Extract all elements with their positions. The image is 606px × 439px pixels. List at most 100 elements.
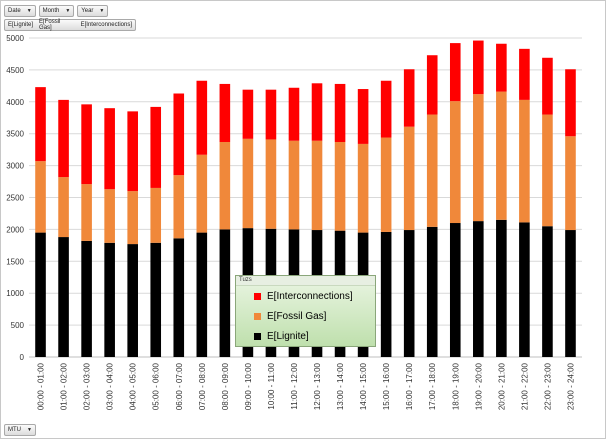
bar-einterconnections-6 — [173, 93, 185, 176]
mtu-filter-button[interactable]: MTU ▼ — [4, 424, 36, 436]
legend-swatch-lignite — [254, 332, 261, 340]
bar-efossilgas-23 — [565, 136, 576, 231]
bar-elignite-22 — [542, 226, 553, 357]
bar-einterconnections-7 — [196, 80, 208, 155]
bar-efossilgas-4 — [127, 191, 138, 245]
year-filter-button[interactable]: Year ▼ — [77, 5, 109, 17]
month-filter-button[interactable]: Month ▼ — [38, 5, 75, 17]
x-tick-label: 22:00 - 23:00 — [543, 362, 552, 410]
y-tick-label: 1500 — [6, 257, 24, 266]
bar-elignite-8 — [219, 229, 231, 357]
bar-einterconnections-15 — [380, 80, 392, 138]
dropdown-arrow-icon: ▼ — [65, 8, 71, 14]
bar-einterconnections-22 — [542, 57, 553, 115]
bar-efossilgas-13 — [334, 141, 346, 231]
date-filter-label: Date — [8, 8, 21, 14]
x-tick-label: 18:00 - 19:00 — [451, 362, 460, 410]
bar-efossilgas-5 — [150, 187, 162, 243]
chart-legend: Tuzs E[Interconnections] E[Fossil Gas] E… — [235, 275, 376, 347]
bar-einterconnections-14 — [357, 89, 369, 144]
bar-einterconnections-19 — [473, 40, 484, 95]
bar-einterconnections-23 — [565, 69, 576, 137]
y-tick-label: 5000 — [6, 34, 24, 43]
bar-efossilgas-8 — [219, 141, 231, 230]
dropdown-arrow-icon: ▼ — [26, 8, 32, 14]
y-tick-label: 2500 — [6, 194, 24, 203]
x-tick-label: 16:00 - 17:00 — [405, 362, 414, 410]
bar-efossilgas-22 — [542, 114, 553, 227]
x-tick-label: 23:00 - 24:00 — [566, 362, 575, 410]
x-tick-label: 08:00 - 09:00 — [221, 362, 230, 410]
x-tick-label: 14:00 - 15:00 — [359, 362, 368, 410]
x-tick-label: 02:00 - 03:00 — [83, 362, 92, 410]
bar-efossilgas-19 — [473, 94, 484, 222]
bar-efossilgas-0 — [35, 161, 46, 233]
y-tick-label: 0 — [20, 353, 25, 362]
date-filter-button[interactable]: Date ▼ — [4, 5, 36, 17]
y-tick-label: 2000 — [6, 225, 24, 234]
bar-elignite-2 — [81, 240, 92, 357]
x-tick-label: 21:00 - 22:00 — [520, 362, 529, 410]
bar-elignite-16 — [403, 230, 415, 357]
field-lignite[interactable]: E[Lignite] — [8, 22, 34, 28]
bar-efossilgas-21 — [519, 99, 530, 223]
y-tick-label: 3500 — [6, 130, 24, 139]
x-tick-label: 00:00 - 01:00 — [37, 362, 46, 410]
legend-item-fossil-gas: E[Fossil Gas] — [236, 306, 375, 326]
bar-elignite-4 — [127, 244, 138, 357]
bar-einterconnections-2 — [81, 104, 92, 185]
bar-einterconnections-10 — [265, 89, 277, 140]
field-fossil-gas[interactable]: E[Fossil Gas] — [39, 19, 61, 31]
x-tick-label: 06:00 - 07:00 — [175, 362, 184, 410]
bar-efossilgas-17 — [426, 114, 438, 227]
x-tick-label: 07:00 - 08:00 — [198, 362, 207, 410]
legend-swatch-interconnections — [254, 292, 261, 300]
x-tick-label: 13:00 - 14:00 — [336, 362, 345, 410]
bar-elignite-6 — [173, 238, 185, 357]
bar-efossilgas-3 — [104, 189, 115, 243]
bar-efossilgas-14 — [357, 143, 369, 233]
month-filter-label: Month — [42, 8, 60, 14]
bar-einterconnections-9 — [242, 89, 254, 139]
x-tick-label: 19:00 - 20:00 — [474, 362, 483, 410]
bar-efossilgas-20 — [496, 91, 507, 220]
bar-efossilgas-10 — [265, 139, 277, 229]
dropdown-arrow-icon: ▼ — [27, 427, 32, 433]
dropdown-arrow-icon: ▼ — [99, 8, 105, 14]
bar-efossilgas-2 — [81, 184, 92, 241]
value-fields-bar[interactable]: E[Lignite] E[Fossil Gas] E[Interconnecti… — [4, 19, 136, 31]
bar-efossilgas-9 — [242, 138, 254, 229]
bar-elignite-3 — [104, 242, 115, 357]
bar-efossilgas-15 — [380, 137, 392, 232]
bar-elignite-0 — [35, 232, 46, 357]
y-tick-label: 1000 — [6, 289, 24, 298]
bar-elignite-19 — [473, 221, 484, 357]
filter-bar: Date ▼ Month ▼ Year ▼ — [4, 5, 109, 17]
x-tick-label: 09:00 - 10:00 — [244, 362, 253, 410]
y-tick-label: 500 — [11, 321, 25, 330]
bar-elignite-18 — [449, 223, 461, 357]
x-tick-label: 11:00 - 12:00 — [290, 362, 299, 409]
legend-label-interconnections: E[Interconnections] — [267, 290, 353, 302]
bar-einterconnections-4 — [127, 111, 138, 192]
legend-label-fossil-gas: E[Fossil Gas] — [267, 310, 327, 322]
x-tick-label: 12:00 - 13:00 — [313, 362, 322, 410]
bar-elignite-1 — [58, 237, 69, 357]
bar-elignite-20 — [496, 219, 507, 357]
year-filter-label: Year — [81, 8, 94, 14]
field-interconnections[interactable]: E[Interconnections] — [80, 22, 132, 28]
bar-einterconnections-0 — [35, 87, 46, 162]
bar-einterconnections-11 — [288, 87, 300, 141]
bar-efossilgas-12 — [311, 140, 323, 231]
bar-einterconnections-16 — [403, 69, 415, 127]
legend-item-interconnections: E[Interconnections] — [236, 286, 375, 306]
x-tick-label: 03:00 - 04:00 — [106, 362, 115, 410]
y-tick-label: 4000 — [6, 98, 24, 107]
mtu-filter-label: MTU — [8, 427, 21, 433]
y-tick-label: 4500 — [6, 66, 24, 75]
bar-einterconnections-21 — [519, 48, 530, 100]
x-tick-label: 01:00 - 02:00 — [60, 362, 69, 410]
bar-einterconnections-18 — [449, 43, 461, 102]
legend-title: Tuzs — [236, 276, 375, 286]
